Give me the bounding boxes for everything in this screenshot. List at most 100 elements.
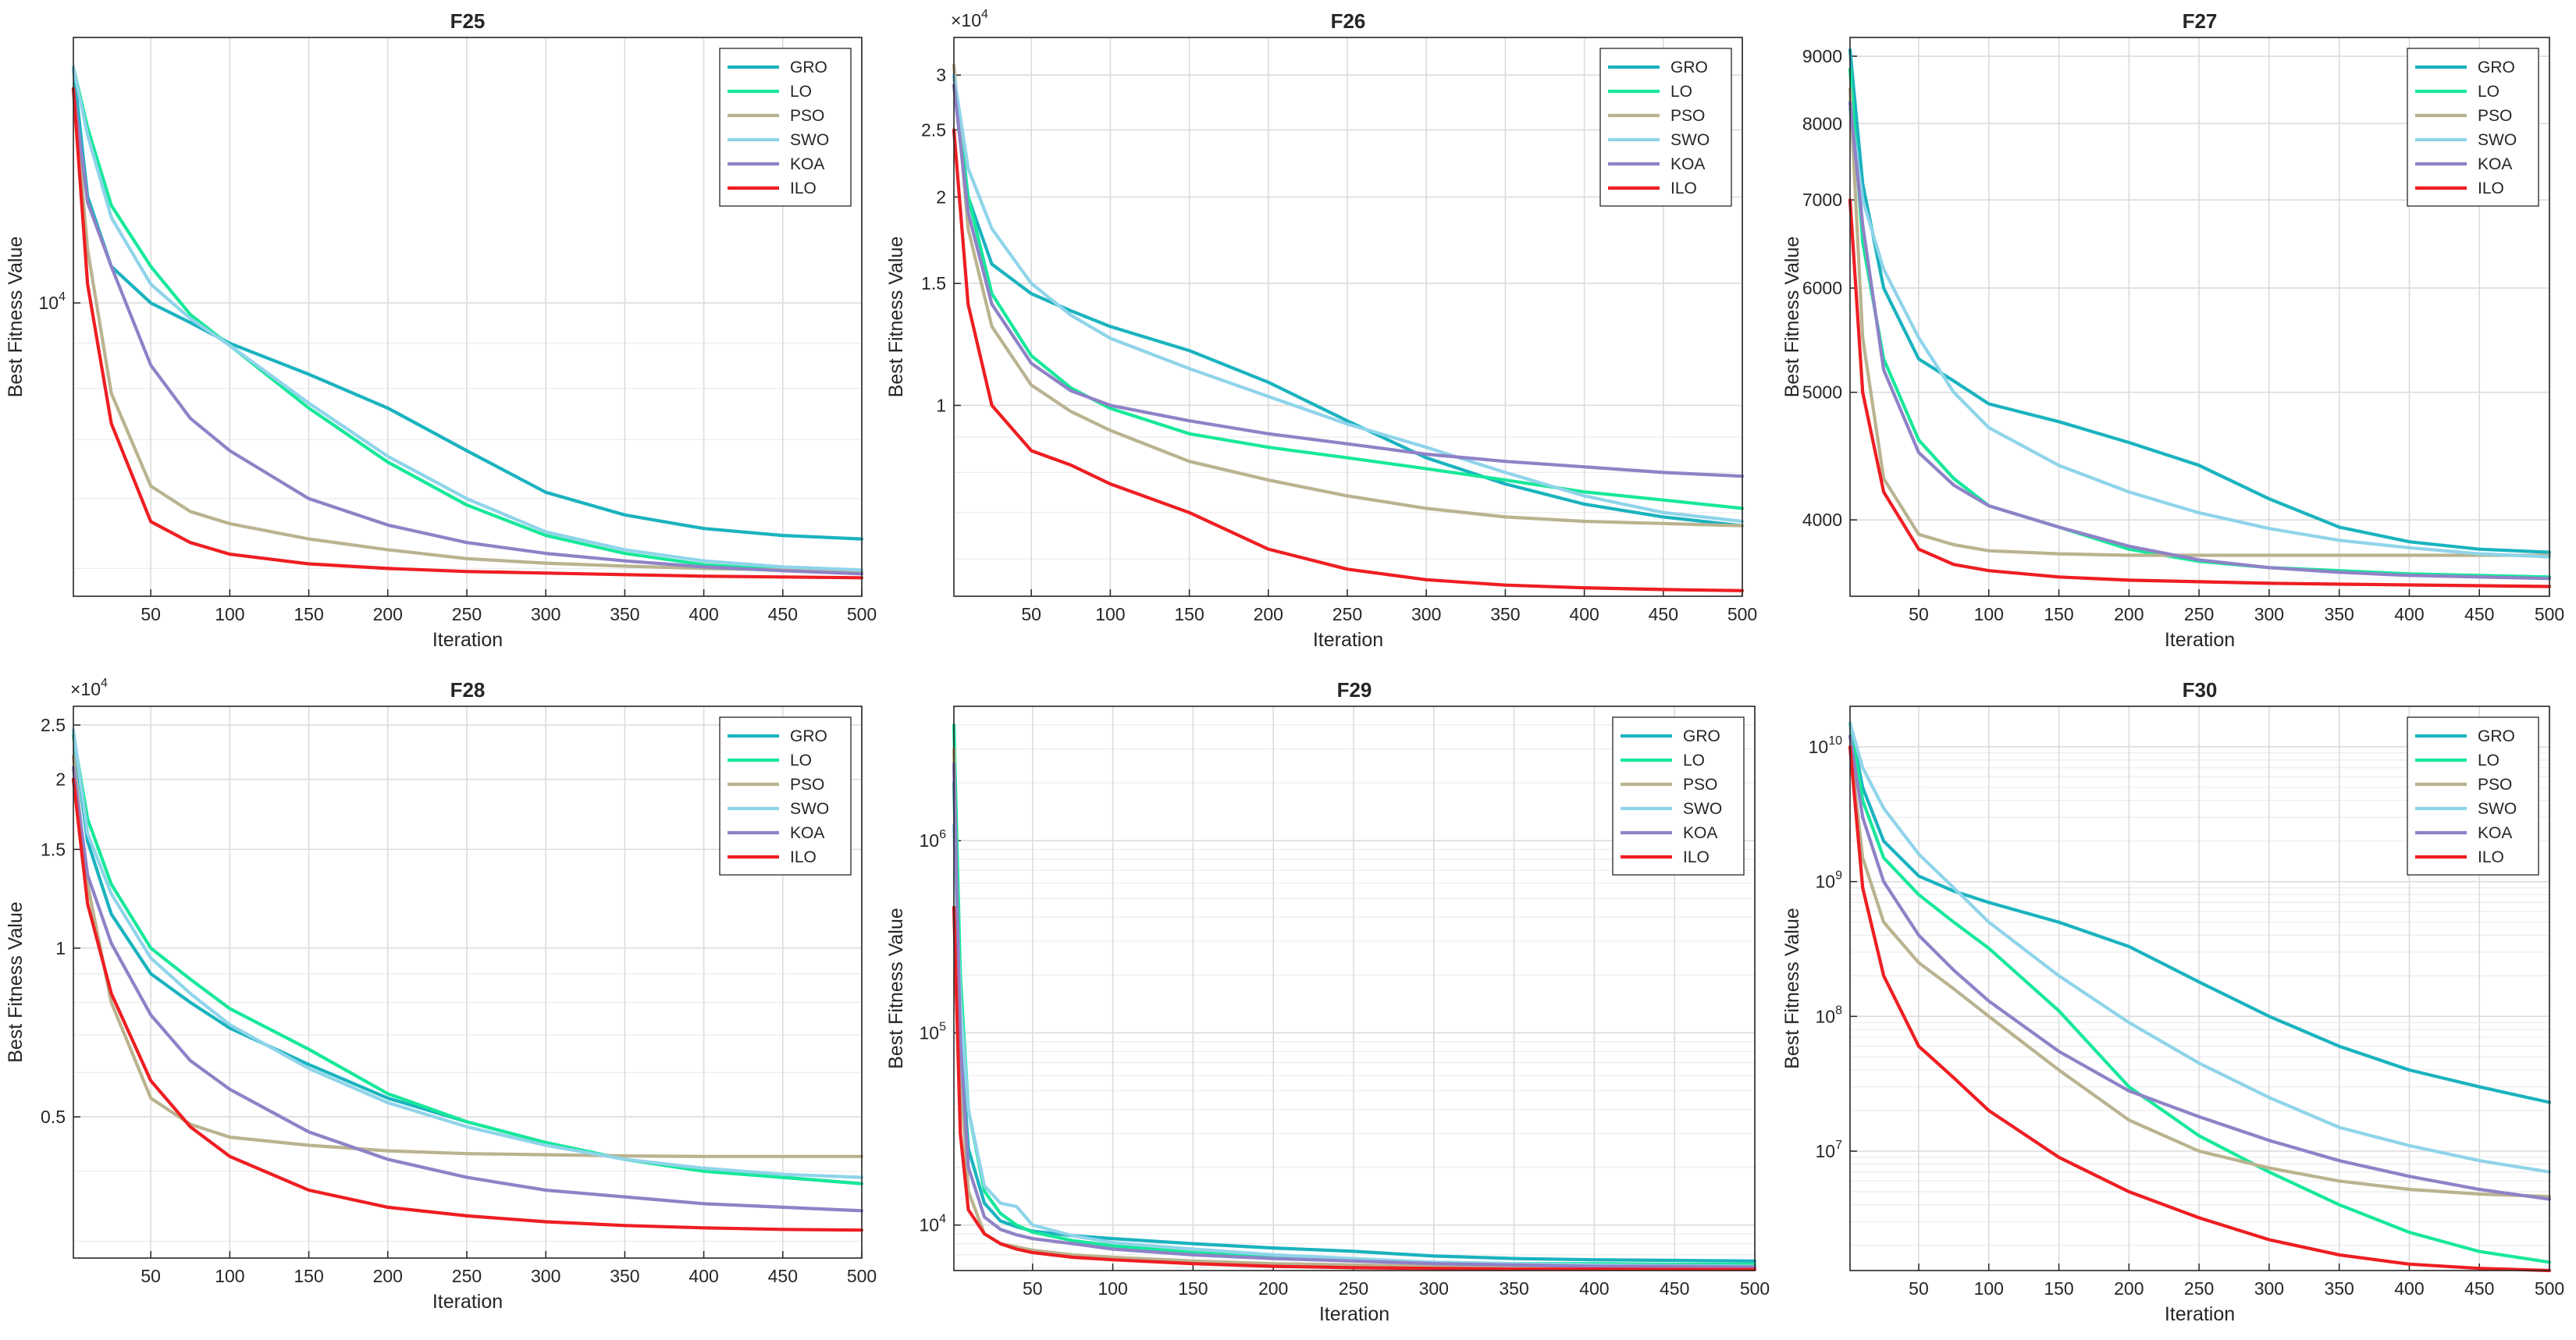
x-tick-label: 250: [2184, 604, 2214, 624]
series-line-pso: [71, 754, 864, 1158]
legend-label-lo: LO: [790, 752, 812, 770]
x-tick-label: 50: [1023, 1278, 1043, 1299]
x-tick-label: 500: [2535, 1278, 2564, 1299]
legend-label-koa: KOA: [1683, 824, 1717, 842]
y-tick-label: 6000: [1802, 278, 1842, 298]
legend-label-gro: GRO: [790, 727, 827, 745]
legend-label-ilo: ILO: [790, 179, 817, 197]
x-tick-label: 350: [610, 1266, 639, 1286]
x-tick-label: 500: [2535, 604, 2564, 624]
legend-box: [719, 716, 852, 876]
series-line-gro: [1848, 48, 2552, 554]
legend: GRO LO PSO SWO KOA ILO: [2407, 48, 2539, 207]
x-tick-label: 150: [1178, 1278, 1208, 1299]
legend-label-pso: PSO: [790, 107, 824, 125]
series-line-koa: [952, 762, 1757, 1269]
chart-title: F26: [1331, 9, 1366, 33]
x-tick-label: 200: [373, 604, 403, 624]
x-tick-label: 450: [1649, 604, 1678, 624]
x-tick-label: 100: [1974, 604, 2004, 624]
legend-label-swo: SWO: [1670, 131, 1710, 149]
legend: GRO LO PSO SWO KOA ILO: [719, 716, 852, 876]
legend: GRO LO PSO SWO KOA ILO: [1612, 716, 1745, 876]
x-tick-label: 500: [847, 1266, 877, 1286]
legend: GRO LO PSO SWO KOA ILO: [719, 48, 852, 207]
series-line-lo: [952, 84, 1745, 510]
x-axis-label: Iteration: [432, 1291, 503, 1313]
series-line-pso: [952, 747, 1757, 1270]
x-axis-label: Iteration: [432, 629, 503, 651]
x-tick-label: 450: [768, 604, 798, 624]
series-line-ilo: [1848, 198, 2552, 588]
x-tick-label: 200: [373, 1266, 403, 1286]
series-line-ilo: [71, 777, 864, 1232]
x-tick-label: 400: [1579, 1278, 1609, 1299]
y-exponent-label: ×104: [70, 677, 108, 699]
x-tick-label: 250: [452, 1266, 482, 1286]
x-tick-label: 400: [2394, 604, 2424, 624]
x-tick-label: 200: [2114, 1278, 2144, 1299]
series-line-swo: [1848, 108, 2552, 559]
y-tick-label: 1: [55, 938, 66, 958]
y-tick-label: 2.5: [41, 715, 66, 735]
axes-box: [953, 706, 1756, 1271]
legend-label-gro: GRO: [2478, 727, 2515, 745]
x-tick-label: 200: [2114, 604, 2144, 624]
y-tick-label: 4000: [1802, 510, 1842, 530]
legend-label-lo: LO: [2478, 83, 2500, 101]
series-line-ilo: [1848, 745, 2552, 1273]
legend-label-swo: SWO: [790, 131, 829, 149]
series-line-koa: [71, 87, 864, 576]
legend-label-pso: PSO: [1670, 107, 1705, 125]
y-tick-label: 107: [1816, 1139, 1843, 1161]
series-line-lo: [1848, 721, 2552, 1264]
legend-label-swo: SWO: [790, 800, 829, 818]
y-tick-label: 106: [920, 828, 947, 851]
y-tick-label: 0.5: [41, 1107, 66, 1127]
legend-label-swo: SWO: [2478, 131, 2517, 149]
axes-box: [73, 706, 863, 1259]
chart-title: F30: [2183, 678, 2218, 702]
y-tick-label: 2.5: [921, 119, 946, 140]
y-tick-label: 1.5: [921, 273, 946, 293]
x-tick-label: 100: [215, 1266, 244, 1286]
panel-f30: 107 108 109 1010 50 100 150 200 250 300 350 400 450 5…: [1781, 678, 2564, 1325]
legend-label-koa: KOA: [790, 824, 824, 842]
x-tick-label: 250: [2184, 1278, 2214, 1299]
series-line-pso: [1848, 745, 2552, 1199]
x-tick-label: 150: [2044, 1278, 2073, 1299]
x-tick-label: 150: [1174, 604, 1204, 624]
y-axis-label: Best Fitness Value: [5, 236, 27, 398]
y-tick-label: 2: [936, 187, 946, 207]
x-tick-label: 150: [294, 604, 323, 624]
legend-label-gro: GRO: [790, 59, 827, 76]
legend-label-koa: KOA: [2478, 824, 2512, 842]
x-tick-label: 100: [1974, 1278, 2004, 1299]
series-line-lo: [71, 733, 864, 1185]
x-tick-label: 300: [1419, 1278, 1449, 1299]
series-line-ilo: [952, 128, 1745, 592]
x-tick-label: 100: [1095, 604, 1125, 624]
x-tick-label: 350: [2324, 604, 2354, 624]
legend: GRO LO PSO SWO KOA ILO: [2407, 716, 2539, 876]
x-tick-label: 450: [2464, 604, 2494, 624]
x-tick-label: 250: [452, 604, 482, 624]
y-tick-label: 7000: [1802, 190, 1842, 210]
series-line-koa: [1848, 734, 2552, 1201]
legend-label-pso: PSO: [2478, 776, 2512, 794]
legend-label-lo: LO: [1683, 752, 1705, 770]
x-tick-label: 150: [2044, 604, 2073, 624]
legend-label-gro: GRO: [1670, 59, 1708, 76]
series-line-swo: [71, 66, 864, 572]
x-tick-label: 350: [1490, 604, 1520, 624]
x-tick-label: 350: [1499, 1278, 1528, 1299]
y-axis-label: Best Fitness Value: [1781, 908, 1803, 1069]
x-tick-label: 350: [2324, 1278, 2354, 1299]
x-tick-label: 200: [1258, 1278, 1288, 1299]
y-tick-label: 9000: [1802, 46, 1842, 66]
legend-label-ilo: ILO: [2478, 848, 2504, 866]
y-tick-label: 109: [1816, 869, 1843, 892]
legend-label-lo: LO: [1670, 83, 1692, 101]
